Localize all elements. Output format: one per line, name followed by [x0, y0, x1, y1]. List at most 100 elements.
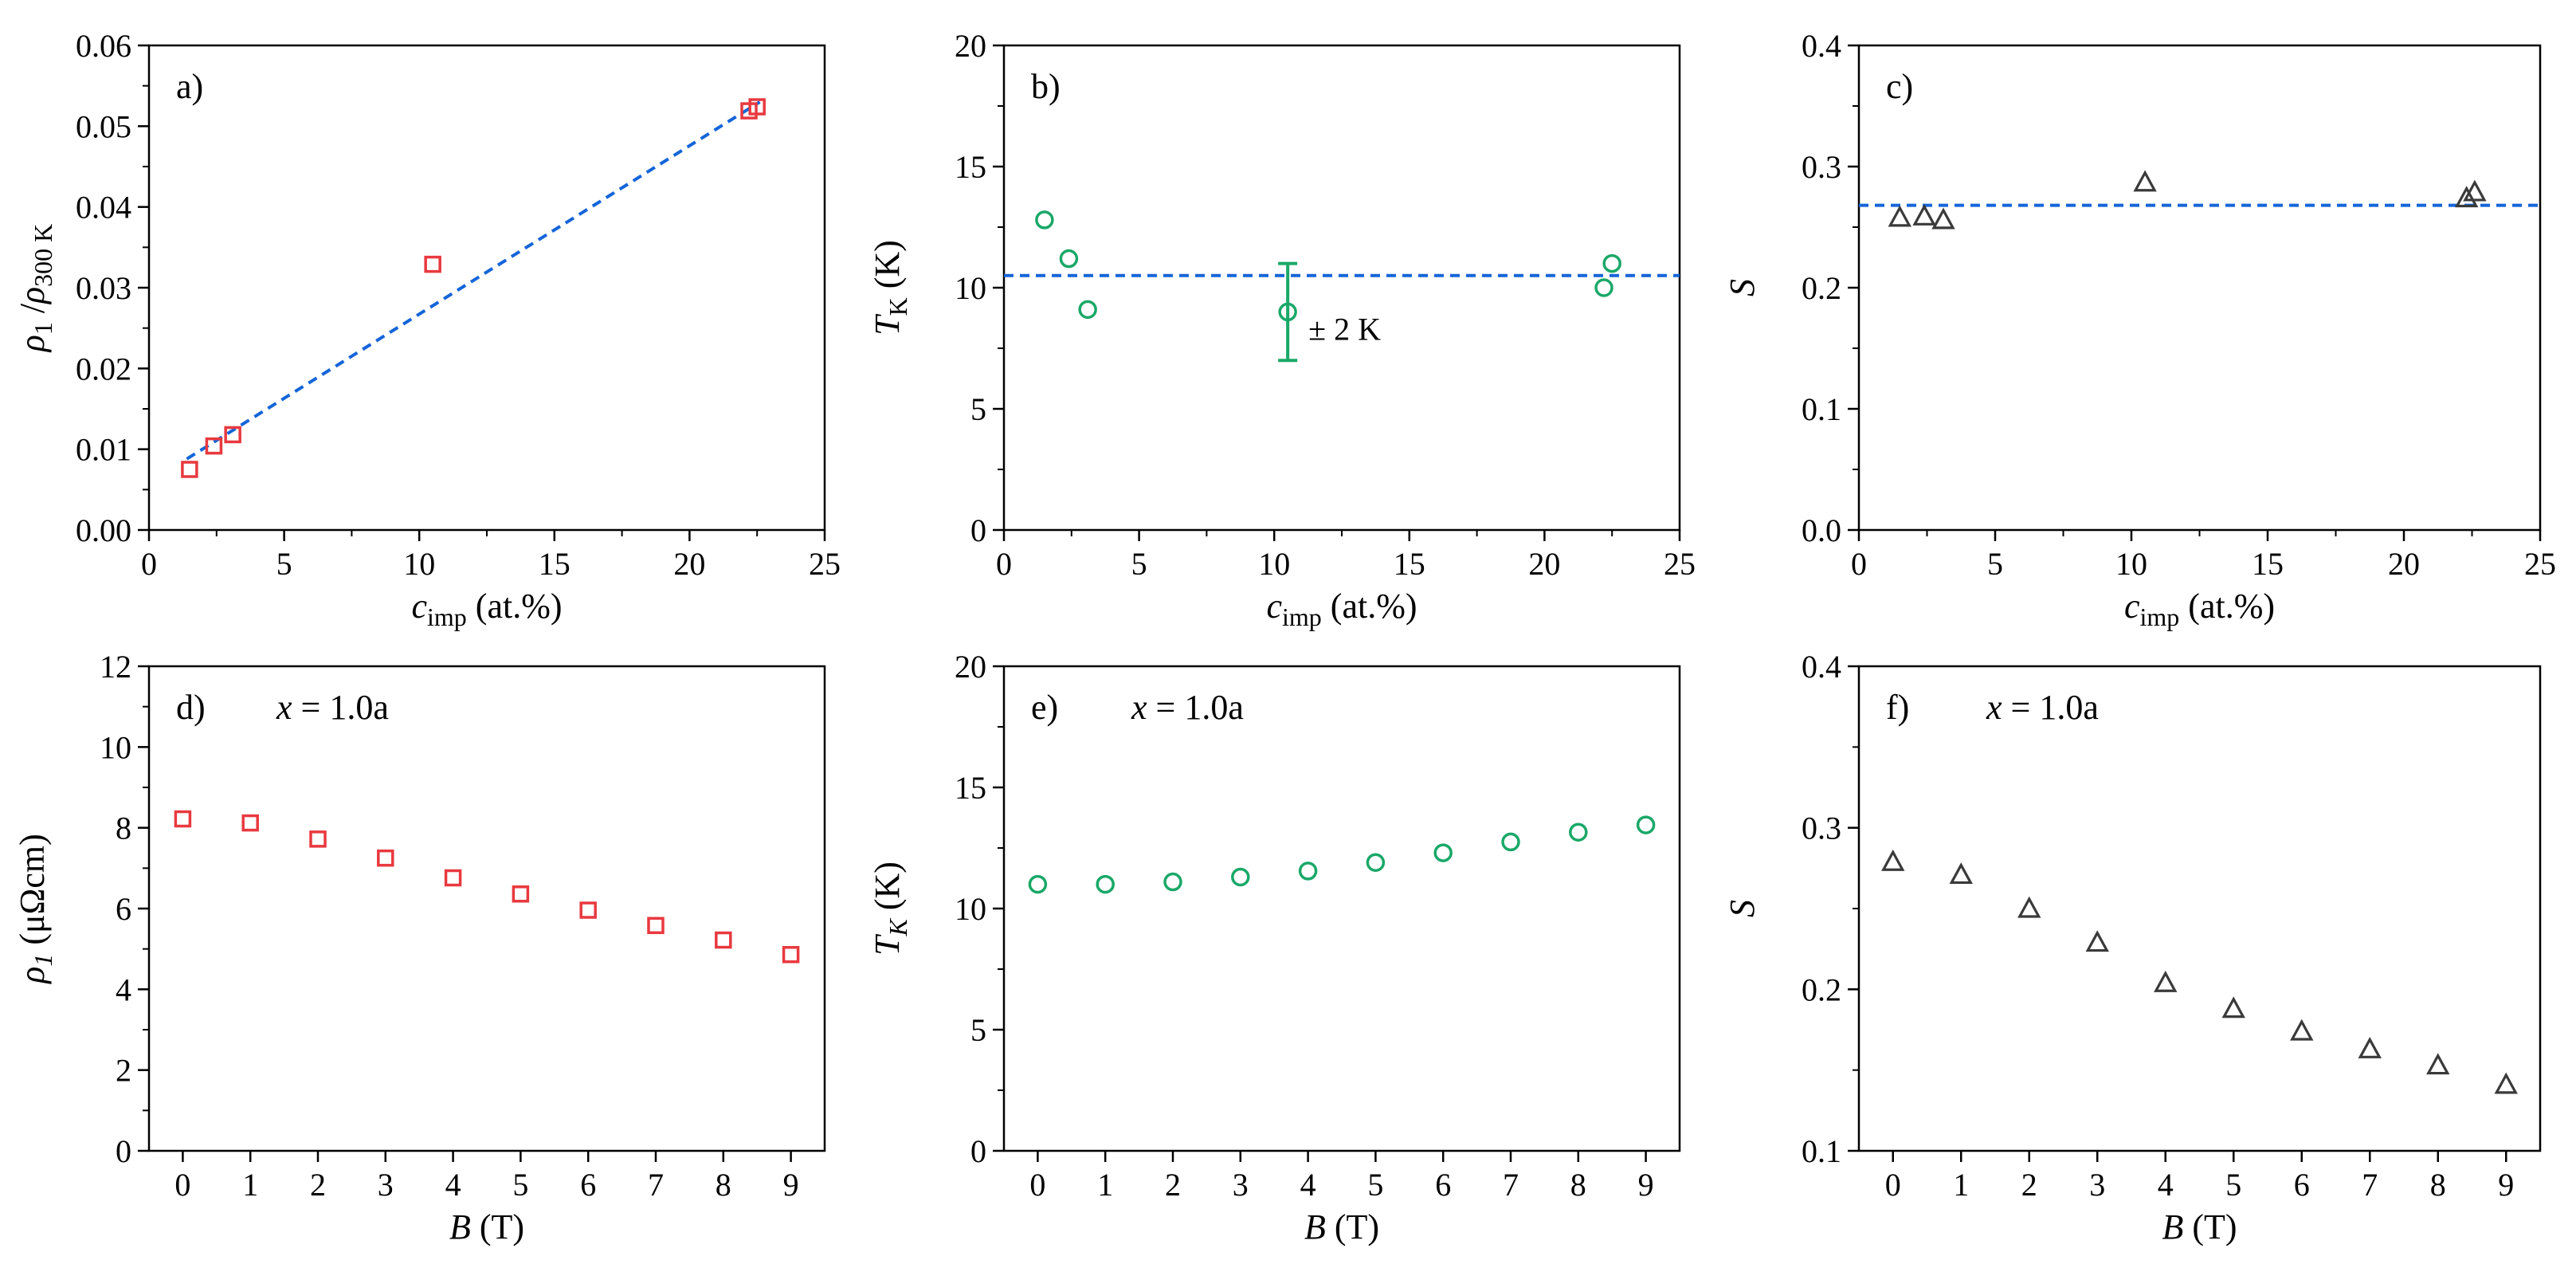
panel-a: 0 5 10 15 20 25 0.00 0.01 0.02 0.03 0.04 0.05 0.06 ci…: [13, 28, 841, 631]
data-point: [2221, 996, 2245, 1019]
x-axis-title: B (T): [2162, 1207, 2237, 1246]
x-tick-label: 20: [673, 546, 705, 582]
data-point: [1163, 872, 1182, 892]
y-tick-label: 10: [955, 891, 986, 927]
panel-c: 0 5 10 15 20 25 0.0 0.1 0.2 0.3 0.4 cimp (at.%) Sc): [1723, 28, 2556, 631]
data-point: [782, 946, 800, 964]
data-point: [1298, 862, 1318, 881]
data-point: [2154, 970, 2178, 992]
x-tick-label: 20: [2388, 546, 2420, 582]
y-tick-label: 12: [100, 649, 131, 685]
data-point: [2454, 186, 2479, 208]
data-point: [1501, 832, 1520, 852]
x-tick-label: 25: [809, 546, 841, 582]
y-tick-label: 0: [970, 1133, 986, 1169]
data-point: [1912, 203, 1936, 226]
y-axis-title: S: [1723, 900, 1762, 917]
data-point: [241, 814, 259, 832]
y-tick-label: 0.05: [76, 108, 131, 144]
data-point: [2290, 1019, 2314, 1041]
data-point: [2085, 930, 2109, 952]
y-axis-title: ρ1 /ρ300 K: [13, 224, 57, 354]
y-tick-label: 0: [116, 1133, 131, 1169]
x-tick-label: 15: [2252, 546, 2284, 582]
data-point: [1231, 867, 1250, 887]
y-tick-label: 8: [116, 811, 131, 846]
y-tick-label: 0.3: [1802, 811, 1841, 846]
x-tick-label: 1: [1097, 1167, 1113, 1203]
x-tick-label: 5: [1131, 546, 1147, 582]
data-point: [1078, 300, 1097, 320]
plot-frame: [1857, 665, 2542, 1152]
x-tick-label: 20: [1528, 546, 1560, 582]
data-point: [1888, 205, 1911, 227]
x-tick-label: 7: [1503, 1167, 1519, 1203]
data-point: [2494, 1072, 2518, 1094]
data-point: [174, 810, 192, 828]
data-point: [2463, 179, 2487, 202]
x-tick-label: 1: [242, 1167, 258, 1203]
x-axis-title: cimp (at.%): [2124, 587, 2275, 631]
data-point: [1059, 249, 1079, 269]
x-tick-label: 0: [1885, 1167, 1901, 1203]
x-axis-title: B (T): [1304, 1207, 1379, 1246]
plot-frame: [147, 665, 826, 1152]
x-tick-label: 2: [1165, 1167, 1181, 1203]
panel-b: 0 5 10 15 20 25 0 5 10 15 20 cimp (at.%) TK (K) b) ± 2…: [868, 28, 1696, 631]
y-tick-label: 0.4: [1802, 649, 1841, 685]
x-tick-label: 0: [174, 1167, 190, 1203]
x-tick-label: 25: [2524, 546, 2556, 582]
x-tick-label: 8: [716, 1167, 731, 1203]
y-tick-label: 5: [970, 1012, 986, 1048]
y-tick-label: 10: [955, 270, 986, 306]
x-tick-label: 0: [141, 546, 157, 582]
y-tick-label: 20: [955, 649, 986, 685]
data-point: [1366, 853, 1386, 872]
x-tick-label: 10: [1258, 546, 1290, 582]
y-tick-label: 0.2: [1802, 972, 1841, 1007]
x-tick-label: 7: [2362, 1167, 2378, 1203]
y-axis-title: TK (K): [868, 240, 912, 336]
data-point: [377, 849, 394, 867]
data-point: [748, 98, 766, 116]
data-point: [309, 830, 327, 848]
panel-annotation: x = 1.0a: [276, 688, 389, 727]
data-point: [1278, 302, 1297, 322]
x-tick-label: 9: [1638, 1167, 1654, 1203]
data-point: [1096, 874, 1115, 894]
plot-frame: [1857, 44, 2542, 532]
y-axis-title: S: [1723, 279, 1762, 296]
x-tick-label: 5: [1987, 546, 2003, 582]
x-tick-label: 2: [2021, 1167, 2037, 1203]
panel-tag: b): [1031, 67, 1061, 106]
y-axis-title: TK (K): [868, 862, 912, 956]
y-tick-label: 0.03: [76, 270, 131, 306]
y-tick-label: 0.4: [1802, 28, 1841, 64]
y-tick-label: 15: [955, 770, 986, 806]
data-point: [205, 437, 223, 455]
x-tick-label: 3: [1233, 1167, 1249, 1203]
x-tick-label: 8: [2430, 1167, 2446, 1203]
panel-tag: f): [1886, 688, 1909, 727]
panel-tag: c): [1886, 67, 1913, 106]
x-tick-label: 1: [1953, 1167, 1969, 1203]
x-tick-label: 4: [2158, 1167, 2174, 1203]
plot-frame: [147, 44, 826, 532]
data-point: [1636, 815, 1656, 834]
x-tick-label: 8: [1570, 1167, 1586, 1203]
x-tick-label: 7: [648, 1167, 664, 1203]
x-tick-label: 0: [996, 546, 1012, 582]
y-tick-label: 5: [970, 391, 986, 427]
data-point: [1433, 843, 1453, 862]
data-point: [2017, 896, 2041, 918]
data-point: [2133, 170, 2157, 192]
x-tick-label: 3: [378, 1167, 394, 1203]
x-tick-label: 6: [2294, 1167, 2310, 1203]
panel-annotation: x = 1.0a: [1131, 688, 1244, 727]
x-axis-title: B (T): [449, 1207, 524, 1246]
y-tick-label: 0.00: [76, 512, 131, 548]
data-point: [444, 869, 462, 887]
y-tick-label: 0.06: [76, 28, 131, 64]
y-tick-label: 0: [970, 512, 986, 548]
